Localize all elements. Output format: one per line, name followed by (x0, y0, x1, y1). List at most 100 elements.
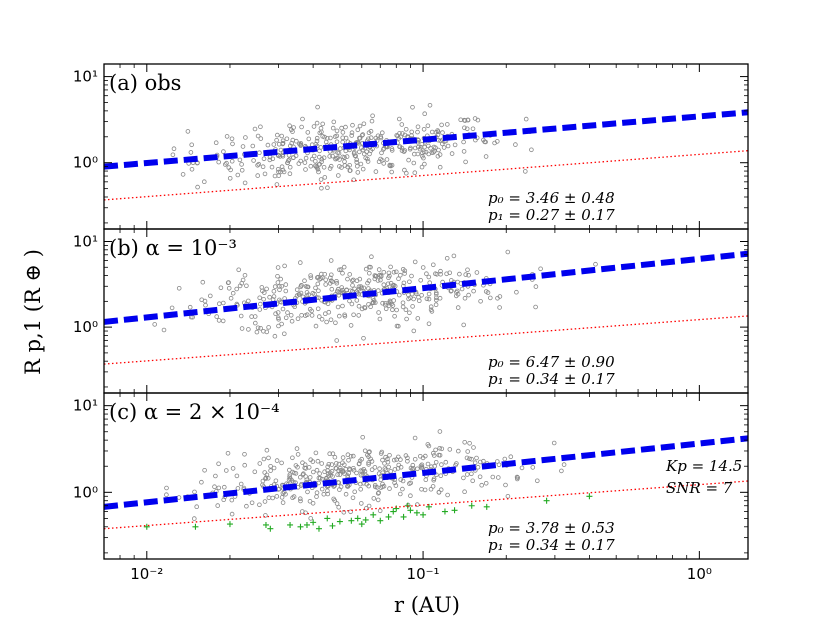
data-point (439, 462, 444, 467)
data-point (395, 454, 401, 460)
data-point (187, 304, 193, 310)
data-point (364, 505, 369, 511)
data-point (336, 480, 342, 486)
data-point (286, 477, 292, 482)
data-point (343, 135, 349, 141)
data-point (362, 305, 368, 311)
data-point (354, 278, 360, 284)
data-point (398, 464, 404, 470)
data-point (429, 129, 435, 135)
data-point (459, 286, 465, 292)
rejected-point (468, 502, 475, 509)
data-point (235, 486, 241, 491)
data-point (430, 450, 436, 456)
data-point (358, 501, 364, 506)
data-point (372, 484, 378, 490)
data-point (437, 164, 443, 170)
data-point (286, 157, 292, 163)
data-point (242, 451, 247, 457)
data-point (238, 313, 244, 319)
data-point (259, 285, 265, 290)
data-point (302, 278, 307, 284)
data-point (275, 310, 281, 315)
data-point (308, 273, 313, 278)
data-point (502, 456, 508, 462)
data-point (409, 129, 415, 135)
data-point (262, 470, 268, 475)
data-point (505, 249, 511, 255)
data-point (385, 281, 391, 287)
data-point (283, 491, 288, 497)
data-point (339, 125, 344, 131)
data-point (360, 434, 366, 440)
data-point (433, 297, 439, 303)
data-point (431, 453, 437, 458)
data-point (343, 491, 349, 497)
data-point (365, 159, 371, 164)
data-point (322, 469, 327, 475)
data-point (309, 313, 315, 318)
data-point (295, 316, 301, 322)
data-point (260, 478, 266, 484)
data-point (334, 128, 340, 134)
data-point (350, 122, 355, 128)
data-point (485, 290, 491, 295)
data-point (234, 286, 240, 292)
data-point (263, 475, 269, 481)
data-point (467, 440, 472, 446)
data-point (269, 164, 275, 170)
data-point (421, 127, 427, 132)
data-point (382, 466, 388, 471)
rejected-point (192, 523, 199, 530)
data-point (387, 486, 392, 491)
data-point (264, 329, 270, 335)
data-point (297, 496, 303, 502)
data-point (272, 333, 278, 339)
data-point (303, 155, 309, 161)
data-point (494, 459, 500, 464)
data-point (338, 290, 344, 295)
data-point (266, 495, 272, 501)
data-point (387, 298, 393, 304)
rejected-point (336, 518, 343, 525)
data-point (437, 429, 443, 434)
data-point (257, 301, 263, 307)
data-point (313, 285, 318, 291)
rejected-point (400, 513, 407, 520)
data-point (373, 169, 379, 174)
data-point (366, 460, 371, 465)
data-point (261, 296, 266, 302)
data-point (372, 482, 378, 488)
data-point (391, 457, 397, 463)
data-point (275, 280, 281, 285)
data-point (339, 285, 345, 290)
data-point (273, 478, 279, 484)
data-point (221, 149, 226, 154)
data-point (430, 484, 436, 489)
data-point (472, 460, 478, 466)
data-point (240, 144, 246, 149)
data-point (410, 304, 415, 309)
data-point (359, 285, 364, 291)
data-point (320, 121, 326, 127)
data-point (439, 122, 444, 128)
data-point (283, 282, 289, 287)
data-point (402, 271, 407, 276)
data-point (221, 300, 226, 306)
data-point (286, 467, 292, 473)
data-point (328, 163, 334, 169)
data-point (298, 290, 304, 296)
data-point (455, 448, 461, 454)
data-point (444, 271, 449, 277)
data-point (350, 283, 355, 288)
data-point (214, 314, 220, 319)
data-point (433, 459, 439, 465)
data-point (230, 466, 236, 471)
data-point (356, 313, 362, 318)
data-point (333, 156, 338, 162)
data-point (228, 295, 234, 301)
panel-c: 10⁰ 10¹ 10⁻² 10⁻¹ 10⁰ (c) α = 2 × 10⁻⁴ p₀ = 3.… (73, 392, 749, 583)
data-point (449, 151, 455, 156)
data-point (314, 490, 320, 496)
data-point (340, 469, 346, 475)
